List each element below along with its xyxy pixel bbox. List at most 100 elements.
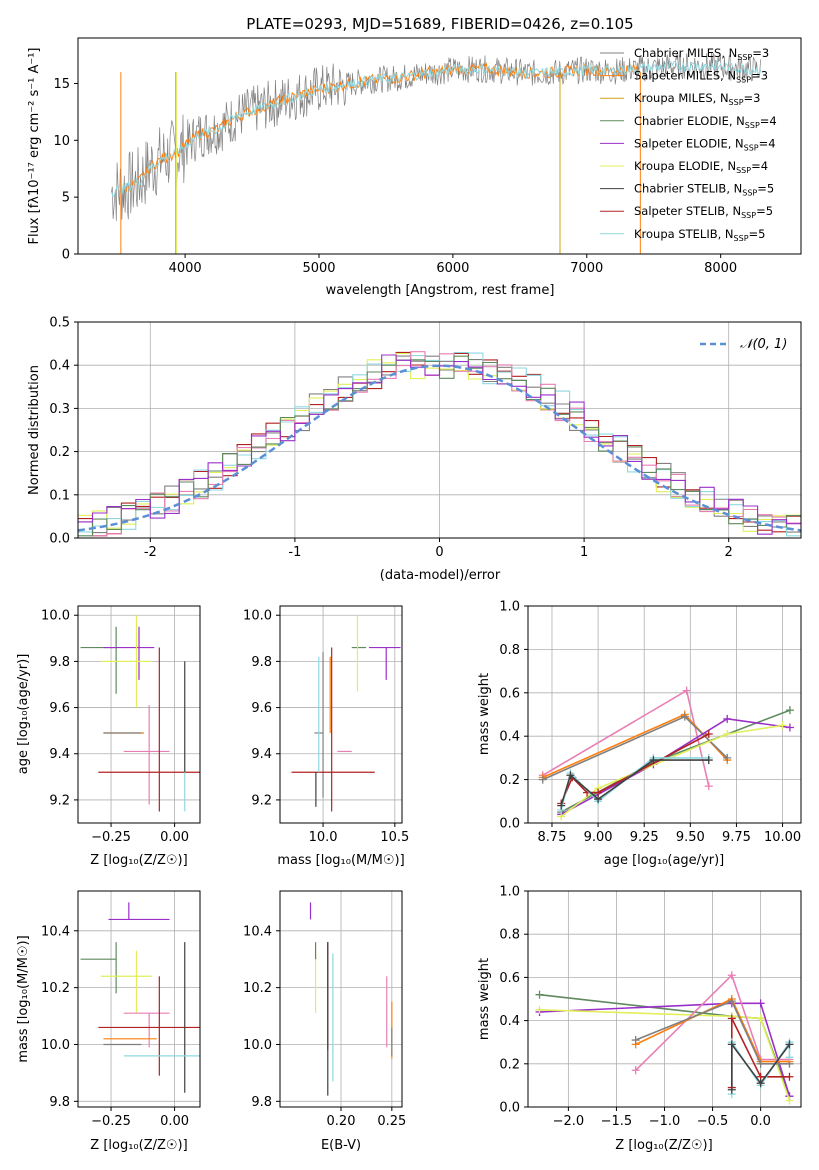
age-vs-mass-xlabel: mass [log₁₀(M/M☉)]	[277, 853, 404, 868]
clipped-marks	[309, 902, 393, 1096]
clipped-marks	[291, 615, 401, 812]
legend-label: Salpeter MILES, NSSP=3	[634, 69, 768, 85]
weight-vs-age-panel: 8.75 9.00 9.25 9.50 9.75 10.00 0.0 0.2 0.4 0.6 0.8…	[477, 600, 802, 868]
age-vs-mass-plot-area: 10.0 10.5 9.2 9.4 9.6 9.8 10.0	[243, 606, 409, 845]
y-tick-label: 0.6	[499, 686, 520, 701]
spectrum-panel: PLATE=0293, MJD=51689, FIBERID=0426, z=0…	[27, 15, 802, 298]
y-tick-label: 10.0	[243, 609, 272, 624]
x-tick-label: 9.50	[676, 830, 705, 845]
x-tick-label: 8000	[704, 261, 737, 276]
kroupa-stelib-model-line	[111, 59, 762, 197]
y-tick-label: 9.6	[251, 701, 272, 716]
plus-marker	[756, 1079, 765, 1088]
legend-subscript: SSP	[737, 53, 752, 62]
y-tick-label: 9.8	[251, 655, 272, 670]
plus-marker	[727, 997, 736, 1006]
mass-weight-line	[635, 997, 790, 1063]
y-tick-label: 0	[62, 248, 70, 263]
legend-equals: =	[744, 91, 754, 105]
x-tick-label: 2	[725, 545, 733, 560]
y-tick-label: 10.4	[41, 924, 70, 939]
legend-equals: =	[752, 46, 762, 60]
legend-subscript: SSP	[741, 211, 756, 220]
y-tick-label: 10	[53, 134, 70, 149]
plus-marker	[785, 1072, 794, 1081]
legend-subscript: SSP	[729, 98, 744, 107]
plus-marker	[704, 730, 713, 739]
legend-label: Chabrier ELODIE, NSSP=4	[634, 114, 777, 130]
x-tick-label: 0.20	[327, 1114, 356, 1129]
plus-marker	[723, 730, 732, 739]
legend-equals: =	[759, 136, 769, 150]
y-tick-label: 0.4	[499, 730, 520, 745]
x-tick-label: 7000	[570, 261, 603, 276]
y-tick-label: 0.6	[499, 971, 520, 986]
y-tick-label: 0.3	[49, 402, 70, 417]
legend-label-text: Salpeter STELIB, N	[634, 204, 741, 218]
plus-marker	[727, 971, 736, 980]
x-tick-label: 10.0	[309, 830, 338, 845]
plus-marker	[682, 686, 691, 695]
legend-label: Salpeter STELIB, NSSP=5	[634, 204, 773, 220]
legend-label: Kroupa ELODIE, NSSP=4	[634, 159, 768, 175]
plus-marker	[785, 1053, 794, 1062]
x-tick-label: 0.0	[750, 1114, 771, 1129]
y-tick-label: 0.0	[499, 817, 520, 832]
spectrum-title: PLATE=0293, MJD=51689, FIBERID=0426, z=0…	[246, 15, 633, 33]
weight-vs-Z-panel: −2.0 −1.5 −1.0 −0.5 0.0 0.0 0.2 0.4 0.6 0.8 1.0 Z …	[477, 885, 802, 1153]
y-tick-label: 0.5	[49, 316, 70, 331]
x-tick-label: −0.5	[697, 1114, 729, 1129]
age-vs-Z-plot-area: −0.25 0.00 9.2 9.4 9.6 9.8 10.0	[41, 606, 200, 845]
y-tick-label: 0.2	[499, 773, 520, 788]
plus-marker	[631, 1066, 640, 1075]
plus-marker	[723, 753, 732, 762]
clipped-marks	[78, 351, 801, 537]
age-vs-mass-panel: 10.0 10.5 9.2 9.4 9.6 9.8 10.0 mass [log₁₀(M/M…	[243, 605, 409, 868]
y-tick-label: 0.0	[499, 1101, 520, 1116]
legend-n: 3	[761, 69, 768, 83]
x-tick-label: −2.0	[553, 1114, 585, 1129]
x-tick-label: 9.00	[584, 830, 613, 845]
plus-marker	[727, 1040, 736, 1049]
clipped-marks	[80, 902, 200, 1093]
x-tick-label: 1	[580, 545, 588, 560]
y-tick-label: 0.4	[49, 359, 70, 374]
x-tick-label: 8.75	[538, 830, 567, 845]
legend-label-text: Kroupa ELODIE, N	[634, 159, 736, 173]
y-tick-label: 9.2	[251, 793, 272, 808]
y-tick-label: 10.4	[243, 924, 272, 939]
x-tick-label: 0	[435, 545, 443, 560]
legend-equals: =	[751, 159, 761, 173]
weight-vs-age-xlabel: age [log₁₀(age/yr)]	[604, 853, 725, 868]
legend-label: Chabrier MILES, NSSP=3	[634, 46, 769, 62]
plus-marker	[704, 782, 713, 791]
x-tick-label: 5000	[302, 261, 335, 276]
mass-vs-Z-plot-area: −0.25 0.00 9.8 10.0 10.2 10.4	[41, 891, 200, 1129]
mass-weight-line	[560, 724, 783, 818]
y-tick-label: 9.4	[251, 747, 272, 762]
plus-marker	[723, 714, 732, 723]
y-tick-label: 10.2	[243, 981, 272, 996]
y-tick-label: 9.4	[49, 747, 70, 762]
weight-vs-Z-ylabel: mass weight	[477, 958, 492, 1040]
legend-subscript: SSP	[736, 76, 751, 85]
residuals-ylabel: Normed distribution	[27, 365, 42, 495]
x-tick-label: 9.75	[722, 830, 751, 845]
residuals-xlabel: (data-model)/error	[380, 568, 501, 583]
mass-weight-line	[560, 717, 791, 816]
x-tick-label: 0.00	[160, 1114, 189, 1129]
plus-marker	[631, 1036, 640, 1045]
legend-equals: =	[760, 114, 770, 128]
mass-weight-line	[731, 1041, 791, 1090]
x-tick-label: 9.25	[630, 830, 659, 845]
legend-label-text: Kroupa MILES, N	[634, 91, 729, 105]
legend-subscript: SSP	[742, 189, 757, 198]
plus-marker	[785, 723, 794, 732]
y-tick-label: 9.2	[49, 793, 70, 808]
legend-subscript: SSP	[734, 234, 749, 243]
plus-marker	[785, 1096, 794, 1105]
mass-vs-EBV-xlabel: E(B-V)	[321, 1138, 361, 1153]
legend-label: Kroupa MILES, NSSP=3	[634, 91, 761, 107]
legend-label-text: Salpeter ELODIE, N	[634, 136, 744, 150]
plus-marker	[756, 999, 765, 1008]
